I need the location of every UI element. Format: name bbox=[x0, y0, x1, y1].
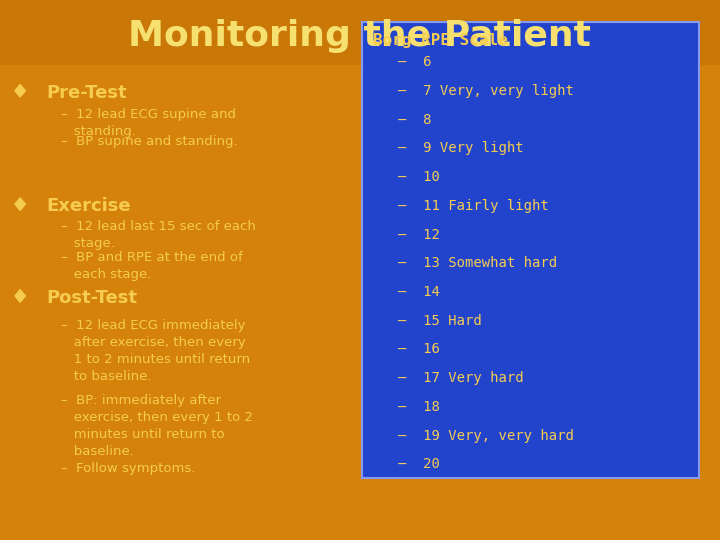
Text: Exercise: Exercise bbox=[47, 197, 132, 215]
Text: –  7 Very, very light: – 7 Very, very light bbox=[398, 84, 574, 98]
Text: –  BP supine and standing.: – BP supine and standing. bbox=[61, 135, 238, 148]
Polygon shape bbox=[15, 289, 25, 302]
Text: –  12: – 12 bbox=[398, 227, 440, 241]
Text: Monitoring the Patient: Monitoring the Patient bbox=[128, 19, 592, 53]
Text: Borg RPE Scale: Borg RPE Scale bbox=[373, 33, 508, 49]
Text: –  16: – 16 bbox=[398, 342, 440, 356]
Text: –  11 Fairly light: – 11 Fairly light bbox=[398, 199, 549, 213]
Bar bbox=[0, 0, 720, 65]
Text: –  12 lead ECG immediately
   after exercise, then every
   1 to 2 minutes until: – 12 lead ECG immediately after exercise… bbox=[61, 319, 251, 383]
Text: –  9 Very light: – 9 Very light bbox=[398, 141, 523, 156]
Text: –  10: – 10 bbox=[398, 170, 440, 184]
Text: –  Follow symptoms.: – Follow symptoms. bbox=[61, 462, 196, 475]
Text: –  19 Very, very hard: – 19 Very, very hard bbox=[398, 429, 574, 443]
Text: Post-Test: Post-Test bbox=[47, 289, 138, 307]
Polygon shape bbox=[15, 84, 25, 97]
Text: –  13 Somewhat hard: – 13 Somewhat hard bbox=[398, 256, 557, 270]
Text: –  BP: immediately after
   exercise, then every 1 to 2
   minutes until return : – BP: immediately after exercise, then e… bbox=[61, 394, 253, 458]
Text: –  14: – 14 bbox=[398, 285, 440, 299]
Text: –  20: – 20 bbox=[398, 457, 440, 471]
Text: –  15 Hard: – 15 Hard bbox=[398, 314, 482, 328]
Text: –  BP and RPE at the end of
   each stage.: – BP and RPE at the end of each stage. bbox=[61, 251, 243, 281]
Text: –  12 lead ECG supine and
   standing.: – 12 lead ECG supine and standing. bbox=[61, 108, 236, 138]
Text: –  12 lead last 15 sec of each
   stage.: – 12 lead last 15 sec of each stage. bbox=[61, 220, 256, 250]
Text: –  18: – 18 bbox=[398, 400, 440, 414]
Text: –  8: – 8 bbox=[398, 112, 432, 126]
Text: Pre-Test: Pre-Test bbox=[47, 84, 127, 102]
Bar bbox=[362, 22, 699, 478]
Polygon shape bbox=[15, 198, 25, 211]
Text: –  6: – 6 bbox=[398, 55, 432, 69]
Text: –  17 Very hard: – 17 Very hard bbox=[398, 371, 523, 385]
